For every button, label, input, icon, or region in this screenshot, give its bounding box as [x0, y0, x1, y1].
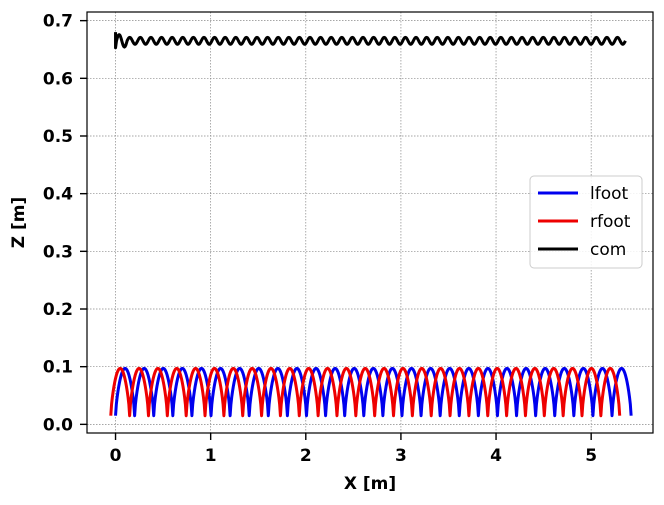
legend-label-rfoot: rfoot	[590, 212, 631, 232]
series-line-com	[114, 32, 627, 50]
x-axis-label: X [m]	[344, 474, 396, 494]
x-tick-label: 3	[395, 446, 407, 466]
y-tick-label: 0.3	[43, 242, 73, 262]
x-tick-label: 2	[300, 446, 312, 466]
grid	[87, 12, 653, 433]
legend-label-com: com	[590, 240, 626, 260]
series-line-rfoot	[109, 366, 622, 418]
series-layer	[109, 32, 633, 418]
plot-area	[86, 11, 654, 434]
x-tick-label: 0	[110, 446, 122, 466]
legend: lfoot rfoot com	[529, 175, 643, 269]
y-tick-label: 0.1	[43, 358, 73, 378]
y-tick-label: 0.2	[43, 300, 73, 320]
y-tick-label: 0.7	[43, 12, 73, 32]
x-tick-label: 5	[585, 446, 597, 466]
y-tick-label: 0.6	[43, 69, 73, 89]
x-tick-label: 1	[205, 446, 217, 466]
x-tick-label: 4	[490, 446, 502, 466]
axis-ticks: 0 1 2 3 4 5 0.0 0.1 0.2 0.3 0.4 0.5 0.6 0.7	[43, 12, 597, 466]
legend-label-lfoot: lfoot	[590, 184, 629, 204]
legend-box	[529, 175, 643, 269]
series-line-lfoot	[114, 366, 633, 418]
y-tick-label: 0.5	[43, 127, 73, 147]
y-tick-label: 0.4	[43, 185, 73, 205]
y-tick-label: 0.0	[43, 415, 73, 435]
y-axis-label: Z [m]	[9, 197, 29, 249]
